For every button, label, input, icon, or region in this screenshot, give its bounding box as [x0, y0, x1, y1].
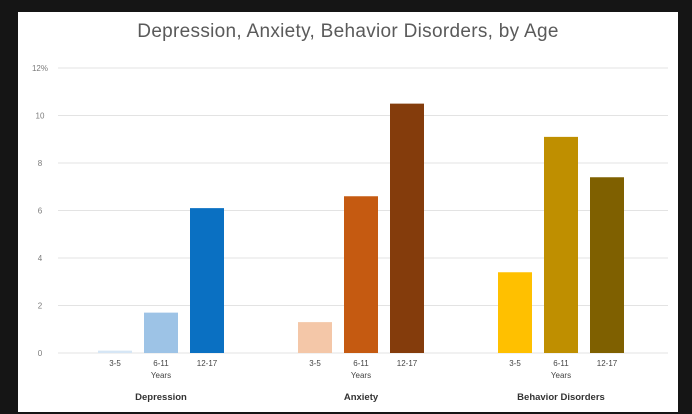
- x-tick-label: 6-11: [153, 359, 169, 368]
- x-tick-label: 12-17: [397, 359, 418, 368]
- bar: [190, 208, 224, 353]
- y-tick-label: 10: [36, 112, 45, 121]
- years-label: Years: [351, 371, 371, 380]
- group-label: Behavior Disorders: [517, 392, 605, 403]
- bar-chart: 0 2 4 6 8 10 12% 3-5 6-11 12-17 Years Depression 3-5…: [32, 64, 668, 403]
- x-tick-label: 12-17: [197, 359, 218, 368]
- bar: [544, 136, 578, 353]
- group-label: Depression: [135, 392, 187, 403]
- y-tick-label: 6: [38, 207, 43, 216]
- bar: [498, 272, 532, 353]
- bar: [390, 103, 424, 353]
- y-tick-label: 4: [38, 254, 43, 263]
- group-label: Anxiety: [344, 392, 379, 403]
- x-tick-label: 12-17: [597, 359, 618, 368]
- bar: [590, 177, 624, 353]
- x-tick-label: 3-5: [309, 359, 321, 368]
- bar: [344, 196, 378, 353]
- bar: [298, 322, 332, 353]
- years-label: Years: [151, 371, 171, 380]
- chart-title: Depression, Anxiety, Behavior Disorders,…: [137, 21, 559, 42]
- y-tick-label: 12%: [32, 64, 48, 73]
- x-tick-label: 6-11: [553, 359, 569, 368]
- y-tick-label: 8: [38, 159, 43, 168]
- x-tick-label: 3-5: [109, 359, 121, 368]
- y-tick-label: 0: [38, 349, 43, 358]
- chart-panel: Depression, Anxiety, Behavior Disorders,…: [18, 12, 678, 412]
- bar: [144, 312, 178, 353]
- y-tick-label: 2: [38, 302, 43, 311]
- x-tick-label: 3-5: [509, 359, 521, 368]
- years-label: Years: [551, 371, 571, 380]
- x-tick-label: 6-11: [353, 359, 369, 368]
- bar: [98, 350, 132, 353]
